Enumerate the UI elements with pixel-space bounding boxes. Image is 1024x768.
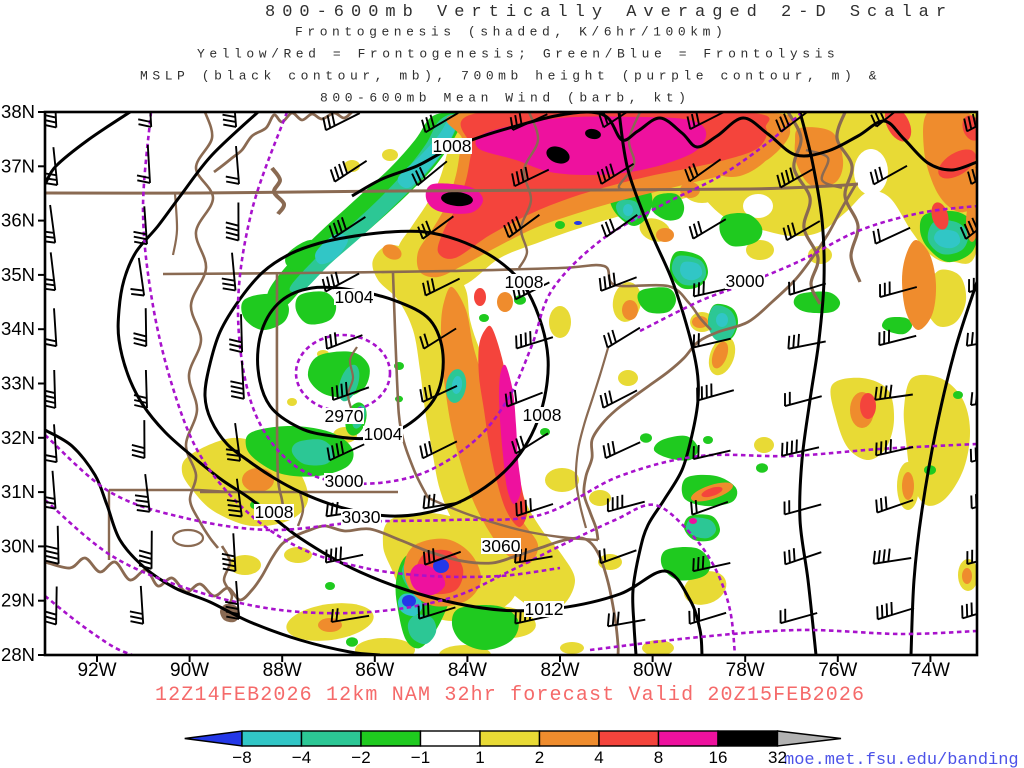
svg-text:1008: 1008 [255,502,294,522]
svg-text:Frontogenesis (shaded, K/6hr/1: Frontogenesis (shaded, K/6hr/100km) [295,25,727,40]
svg-text:Yellow/Red = Frontogenesis; G: Yellow/Red = Frontogenesis; Green/Blue =… [197,47,839,62]
svg-text:88W: 88W [263,660,302,681]
svg-text:90W: 90W [170,660,209,681]
svg-text:32N: 32N [1,427,35,448]
svg-text:−8: −8 [232,748,251,767]
svg-text:1: 1 [475,748,484,767]
svg-text:38N: 38N [1,101,35,122]
svg-text:1008: 1008 [523,405,562,425]
svg-text:36N: 36N [1,210,35,231]
svg-text:35N: 35N [1,264,35,285]
svg-text:−4: −4 [292,748,311,767]
svg-text:1008: 1008 [505,272,544,292]
svg-text:32: 32 [768,748,787,767]
svg-text:800-600mb Vertically Averaged: 800-600mb Vertically Averaged 2-D Scalar [265,3,953,22]
svg-text:16: 16 [709,748,728,767]
svg-text:37N: 37N [1,155,35,176]
svg-text:1004: 1004 [364,424,403,444]
svg-text:74W: 74W [911,660,950,681]
svg-text:−2: −2 [351,748,370,767]
svg-text:3030: 3030 [342,507,381,527]
svg-text:92W: 92W [77,660,116,681]
svg-text:29N: 29N [1,590,35,611]
svg-text:33N: 33N [1,373,35,394]
svg-text:12Z14FEB2026 12km NAM 32hr for: 12Z14FEB2026 12km NAM 32hr forecast Vali… [155,684,865,707]
svg-text:31N: 31N [1,481,35,502]
svg-text:3000: 3000 [726,271,765,291]
svg-text:82W: 82W [540,660,579,681]
svg-text:1008: 1008 [433,136,472,156]
svg-text:84W: 84W [448,660,487,681]
svg-text:4: 4 [594,748,603,767]
svg-text:1012: 1012 [525,599,564,619]
svg-text:28N: 28N [1,644,35,665]
svg-text:moe.met.fsu.edu/banding: moe.met.fsu.edu/banding [784,751,1019,768]
svg-text:3060: 3060 [482,536,521,556]
svg-text:2: 2 [535,748,544,767]
svg-text:8: 8 [654,748,663,767]
svg-text:86W: 86W [355,660,394,681]
svg-text:30N: 30N [1,535,35,556]
svg-text:1004: 1004 [335,287,374,307]
svg-text:−1: −1 [411,748,430,767]
svg-text:2970: 2970 [325,406,364,426]
svg-text:3000: 3000 [325,471,364,491]
svg-text:800-600mb Mean Wind (barb, kt): 800-600mb Mean Wind (barb, kt) [320,91,691,106]
svg-text:76W: 76W [818,660,857,681]
svg-text:MSLP (black contour, mb), 700m: MSLP (black contour, mb), 700mb height (… [140,69,881,84]
svg-text:80W: 80W [633,660,672,681]
svg-text:34N: 34N [1,318,35,339]
svg-text:78W: 78W [726,660,765,681]
